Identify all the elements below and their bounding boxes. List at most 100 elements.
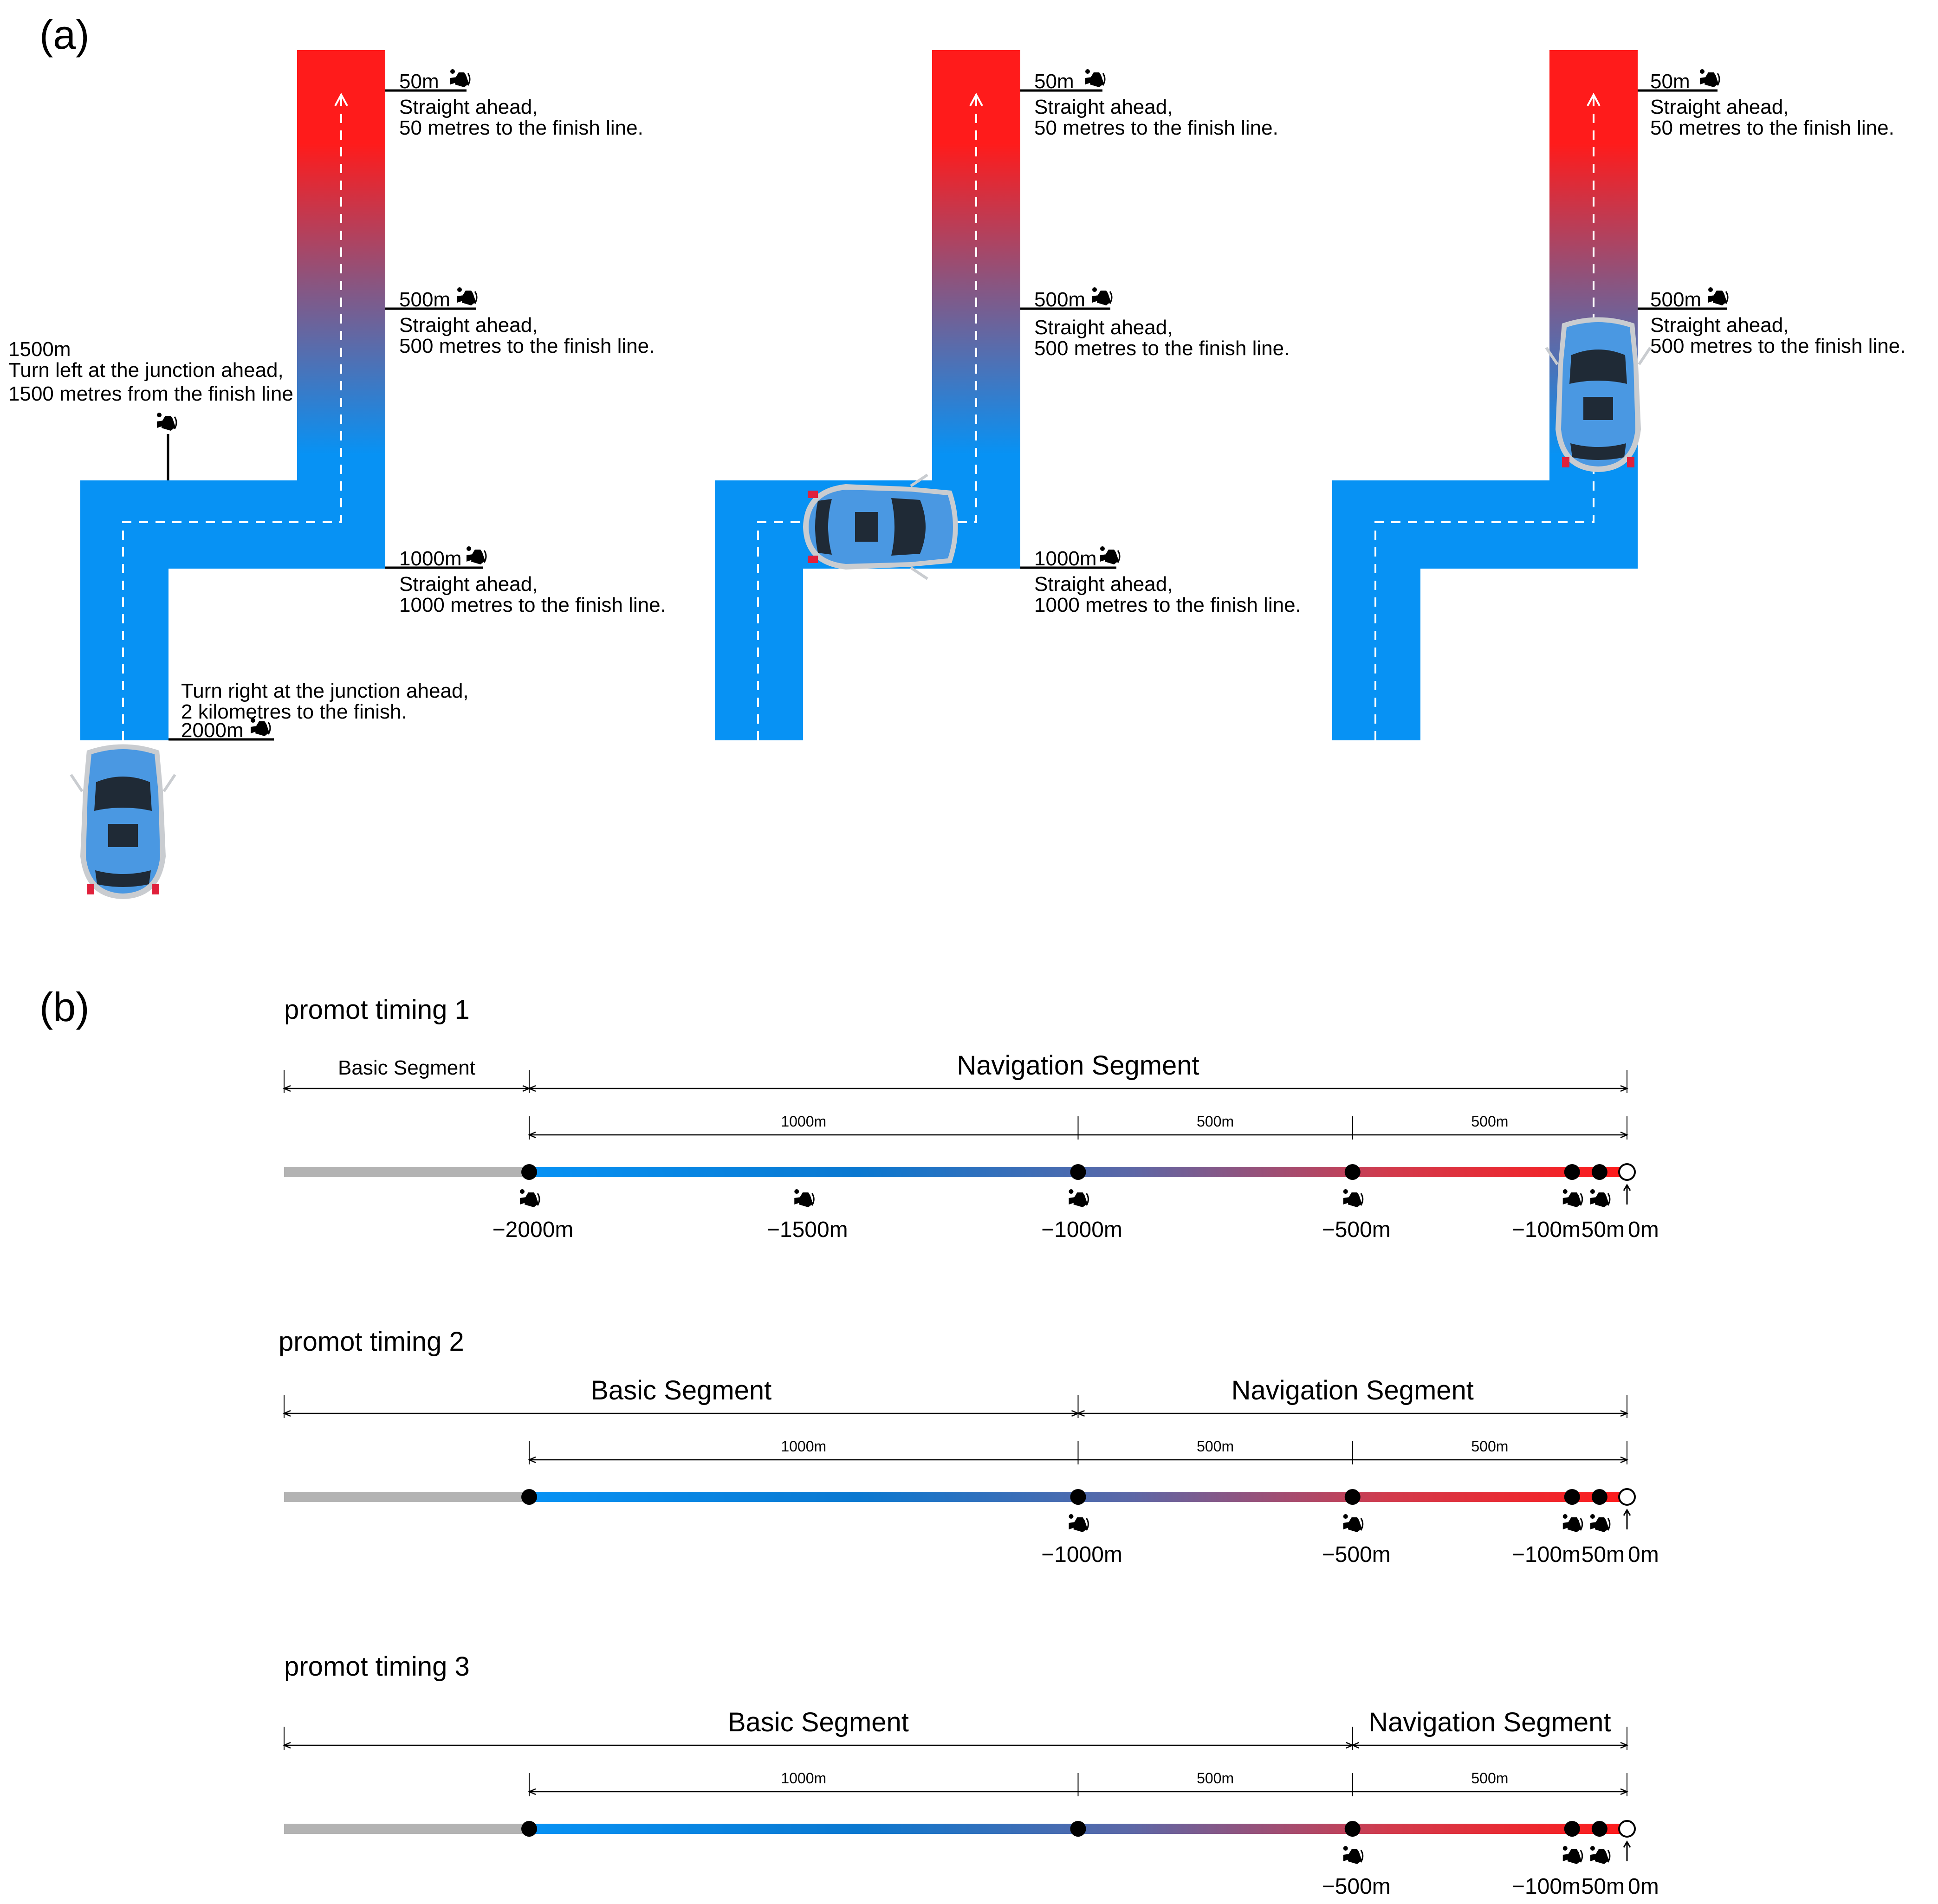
navigation-segment-arrow-head-right xyxy=(1620,1085,1629,1092)
timing-chart-2: promot timing 2 Basic Segment Navigation S… xyxy=(279,1327,1659,1567)
navigation-segment-label: Navigation Segment xyxy=(1368,1707,1611,1737)
speaker-icon xyxy=(1562,1188,1583,1208)
timeline-node xyxy=(1591,1164,1607,1180)
navigation-segment-arrow-head-left xyxy=(527,1085,536,1092)
tick-label: −100m xyxy=(1512,1218,1581,1242)
up-arrow-icon xyxy=(1587,92,1601,106)
speaker-icon xyxy=(1589,1513,1611,1533)
timeline-node xyxy=(1070,1164,1086,1180)
timeline-node xyxy=(1070,1821,1086,1837)
tick-label: 0m xyxy=(1628,1542,1659,1567)
interval-label: 500m xyxy=(1471,1438,1508,1455)
speaker-icon xyxy=(1068,1513,1089,1533)
callout-text: 500 metres to the finish line. xyxy=(399,335,655,357)
tick-label: −500m xyxy=(1322,1874,1391,1899)
interval-arrow-head-left xyxy=(527,1788,536,1795)
scene-1: 50m Straight ahead, 50 metres to the fin… xyxy=(8,50,666,899)
callout-text: Straight ahead, xyxy=(1650,314,1789,337)
navigation-segment-arrow-head-right xyxy=(1620,1742,1629,1749)
navigation-segment-label: Navigation Segment xyxy=(1232,1375,1474,1405)
tick-label: −500m xyxy=(1322,1218,1391,1242)
car xyxy=(803,475,958,579)
callout-text: Straight ahead, xyxy=(399,314,538,337)
callout-distance: 50m xyxy=(1650,70,1690,93)
tick-label: −1000m xyxy=(1041,1542,1122,1567)
basic-segment-arrow-head-left xyxy=(282,1085,291,1092)
interval-arrow-head-right xyxy=(1620,1131,1629,1139)
callout-distance: 1500m xyxy=(8,338,71,361)
interval-label: 1000m xyxy=(781,1438,826,1455)
prompt-timing-charts: promot timing 1 Basic Segment Navigation S… xyxy=(279,995,1659,1899)
up-arrow-icon xyxy=(1623,1184,1631,1191)
navigation-segment-label: Navigation Segment xyxy=(957,1050,1199,1081)
navigation-segment-arrow-head-left xyxy=(1351,1742,1360,1749)
callout-distance: 500m xyxy=(399,288,450,311)
speaker-icon xyxy=(1562,1845,1583,1865)
up-arrow-icon xyxy=(334,92,348,106)
timeline-node xyxy=(1070,1489,1086,1505)
speaker-icon xyxy=(1342,1188,1364,1208)
interval-label: 500m xyxy=(1471,1113,1508,1130)
speaker-icon xyxy=(1091,286,1113,306)
up-arrow-icon xyxy=(1623,1509,1631,1516)
timeline-node xyxy=(1564,1821,1580,1837)
lane-marking xyxy=(122,93,342,740)
callout-text: Turn left at the junction ahead, xyxy=(8,359,284,382)
timing-title: promot timing 2 xyxy=(279,1327,464,1357)
callout-text: Straight ahead, xyxy=(1650,96,1789,118)
callout-text: 1500 metres from the finish line xyxy=(8,382,293,405)
basic-segment-arrow-head-left xyxy=(282,1410,291,1417)
callout-distance: 500m xyxy=(1034,288,1085,311)
callout-text: Turn right at the junction ahead, xyxy=(181,680,469,702)
timeline-gray-bar xyxy=(284,1824,529,1834)
callout-text: Straight ahead, xyxy=(1034,573,1173,596)
timeline-node xyxy=(521,1164,537,1180)
callout-distance: 1000m xyxy=(1034,547,1097,570)
tick-label: 0m xyxy=(1628,1874,1659,1899)
callout-distance: 2000m xyxy=(181,719,244,742)
car xyxy=(71,745,175,900)
timeline-node xyxy=(521,1821,537,1837)
basic-segment-label: Basic Segment xyxy=(338,1056,475,1079)
speaker-icon xyxy=(1707,286,1729,306)
interval-label: 500m xyxy=(1197,1113,1234,1130)
tick-label: 50m xyxy=(1582,1874,1625,1899)
callout-text: Straight ahead, xyxy=(399,573,538,596)
panel-a-label: (a) xyxy=(39,12,90,58)
speaker-icon xyxy=(456,286,478,306)
speaker-icon xyxy=(1084,68,1106,88)
scene-2: 50m Straight ahead, 50 metres to the fin… xyxy=(715,50,1301,740)
speaker-icon xyxy=(1099,545,1121,565)
tick-label: 50m xyxy=(1582,1218,1625,1242)
interval-arrow-head-left xyxy=(527,1131,536,1139)
speaker-icon xyxy=(519,1188,540,1208)
timeline-node xyxy=(1564,1164,1580,1180)
speaker-icon xyxy=(156,412,177,432)
timing-title: promot timing 1 xyxy=(284,995,470,1025)
interval-label: 500m xyxy=(1197,1770,1234,1787)
callout-text: 1000 metres to the finish line. xyxy=(1034,594,1301,616)
up-arrow-icon xyxy=(1623,1840,1631,1848)
speaker-icon xyxy=(1699,68,1720,88)
interval-arrow-head-right xyxy=(1620,1788,1629,1795)
tick-label: −500m xyxy=(1322,1542,1391,1567)
tick-label: −100m xyxy=(1512,1874,1581,1899)
basic-segment-label: Basic Segment xyxy=(728,1707,909,1737)
speaker-icon xyxy=(793,1188,815,1208)
callout-text: Straight ahead, xyxy=(1034,316,1173,339)
speaker-icon xyxy=(1589,1188,1611,1208)
navigation-segment-arrow-head-right xyxy=(1620,1410,1629,1417)
tick-label: 0m xyxy=(1628,1218,1659,1242)
callout-distance: 50m xyxy=(1034,70,1074,93)
timeline-node xyxy=(1344,1489,1361,1505)
navigation-segment-arrow-head-left xyxy=(1076,1410,1085,1417)
scene-3: 50m Straight ahead, 50 metres to the fin… xyxy=(1332,50,1906,740)
timing-title: promot timing 3 xyxy=(284,1651,470,1682)
road-segment xyxy=(297,50,385,569)
speaker-icon xyxy=(449,68,471,88)
basic-segment-arrow-head-left xyxy=(282,1742,291,1749)
callout-text: 500 metres to the finish line. xyxy=(1650,335,1906,357)
timeline-node xyxy=(1344,1821,1361,1837)
callout-text: Straight ahead, xyxy=(399,96,538,118)
panel-b-label: (b) xyxy=(39,984,90,1030)
